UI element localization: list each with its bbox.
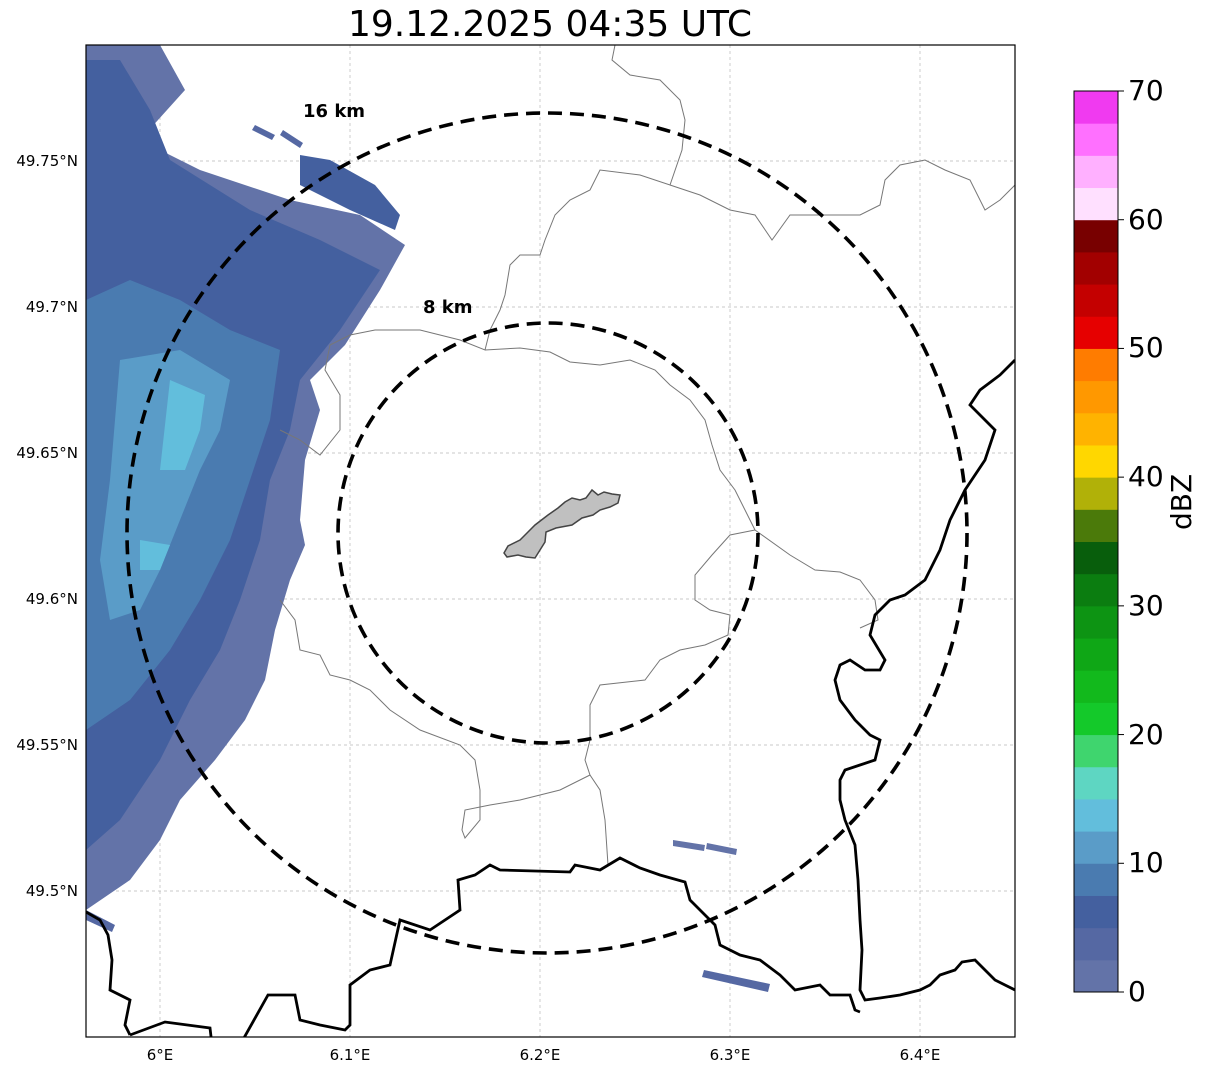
colorbar-swatch <box>1074 251 1118 285</box>
colorbar-swatch <box>1074 541 1118 575</box>
echo-cell-peak-2 <box>140 540 170 570</box>
colorbar-swatch <box>1074 219 1118 253</box>
lat-tick-label: 49.75°N <box>16 152 78 170</box>
colorbar-tick-label: 0 <box>1128 975 1146 1008</box>
colorbar-swatch <box>1074 959 1118 993</box>
colorbar-tick-label: 10 <box>1128 846 1164 880</box>
echo-fragment-2 <box>280 130 303 148</box>
colorbar-swatch <box>1074 91 1118 124</box>
colorbar-swatch <box>1074 123 1118 156</box>
boundary-lines-thin <box>279 45 1015 866</box>
colorbar-tick-marks <box>1118 90 1124 993</box>
colorbar-swatch <box>1074 316 1118 349</box>
colorbar-swatch <box>1074 477 1118 510</box>
lat-tick-label: 49.7°N <box>25 298 78 316</box>
range-rings <box>125 111 969 955</box>
colorbar-swatch <box>1074 187 1118 221</box>
colorbar-swatch <box>1074 798 1118 832</box>
lat-tick-label: 49.6°N <box>25 590 78 608</box>
colorbar-swatch <box>1074 670 1118 703</box>
colorbar-tick-label: 50 <box>1128 331 1164 365</box>
colorbar-swatch <box>1074 895 1118 929</box>
lon-tick-label: 6.3°E <box>709 1046 751 1064</box>
range-ring-8km <box>336 321 760 745</box>
map-title: 19.12.2025 04:35 UTC <box>347 4 753 45</box>
colorbar-swatch <box>1074 155 1118 189</box>
colorbar-swatch <box>1074 412 1118 446</box>
gridlines <box>86 45 1015 1037</box>
colorbar-tick-label: 20 <box>1128 717 1164 751</box>
lon-tick-label: 6.2°E <box>519 1046 561 1064</box>
border-south <box>242 856 861 1037</box>
national-borders <box>86 359 1015 1037</box>
range-ring-16km <box>125 111 969 955</box>
colorbar-tick-label: 30 <box>1128 588 1164 622</box>
colorbar-swatch <box>1074 831 1118 864</box>
colorbar-swatch <box>1074 766 1118 800</box>
colorbar-tick-label: 60 <box>1128 202 1164 236</box>
colorbar-swatch <box>1074 702 1118 736</box>
plot-frame <box>85 44 1016 1038</box>
colorbar-swatch <box>1074 863 1118 896</box>
colorbar-swatch <box>1074 444 1118 478</box>
colorbar-swatch <box>1074 509 1118 542</box>
radar-site-polygon <box>503 488 621 559</box>
colorbar-frame <box>1073 90 1119 993</box>
colorbar-swatch <box>1074 380 1118 414</box>
lat-tick-label: 49.55°N <box>16 736 78 754</box>
colorbar-swatches <box>1074 91 1118 993</box>
echo-fragment-5 <box>702 970 770 992</box>
range-ring-label-8km: 8 km <box>423 297 473 318</box>
boundary-east-outer <box>754 529 879 629</box>
lon-tick-label: 6.4°E <box>899 1046 941 1064</box>
echo-fragment-4 <box>706 843 737 855</box>
boundary-southwest <box>279 599 591 839</box>
border-southwest <box>86 910 132 1036</box>
colorbar-swatch <box>1074 605 1118 639</box>
lat-tick-label: 49.5°N <box>25 882 78 900</box>
lon-tick-label: 6.1°E <box>329 1046 371 1064</box>
colorbar-swatch <box>1074 734 1118 768</box>
colorbar-swatch <box>1074 348 1118 382</box>
echo-streak-north <box>300 155 400 230</box>
lat-tick-label: 49.65°N <box>16 444 78 462</box>
colorbar-tick-label: 40 <box>1128 460 1164 494</box>
boundary-north <box>279 45 686 456</box>
colorbar-label: dBZ <box>1165 473 1198 530</box>
colorbar-swatch <box>1074 927 1118 961</box>
colorbar-swatch <box>1074 638 1118 671</box>
boundary-south <box>584 529 756 866</box>
range-ring-label-16km: 16 km <box>303 101 366 122</box>
boundary-northeast <box>669 159 1015 241</box>
colorbar-tick-label: 70 <box>1128 74 1164 107</box>
echo-fragment-3 <box>673 840 705 851</box>
boundary-east-inner <box>484 347 756 531</box>
colorbar-swatch <box>1074 573 1118 607</box>
lon-tick-label: 6°E <box>146 1046 174 1064</box>
colorbar-swatch <box>1074 284 1118 317</box>
radar-echo-field <box>86 45 770 992</box>
border-east <box>833 359 1015 1002</box>
echo-fragment-1 <box>252 125 275 140</box>
echo-cell-peak-1 <box>160 380 205 470</box>
